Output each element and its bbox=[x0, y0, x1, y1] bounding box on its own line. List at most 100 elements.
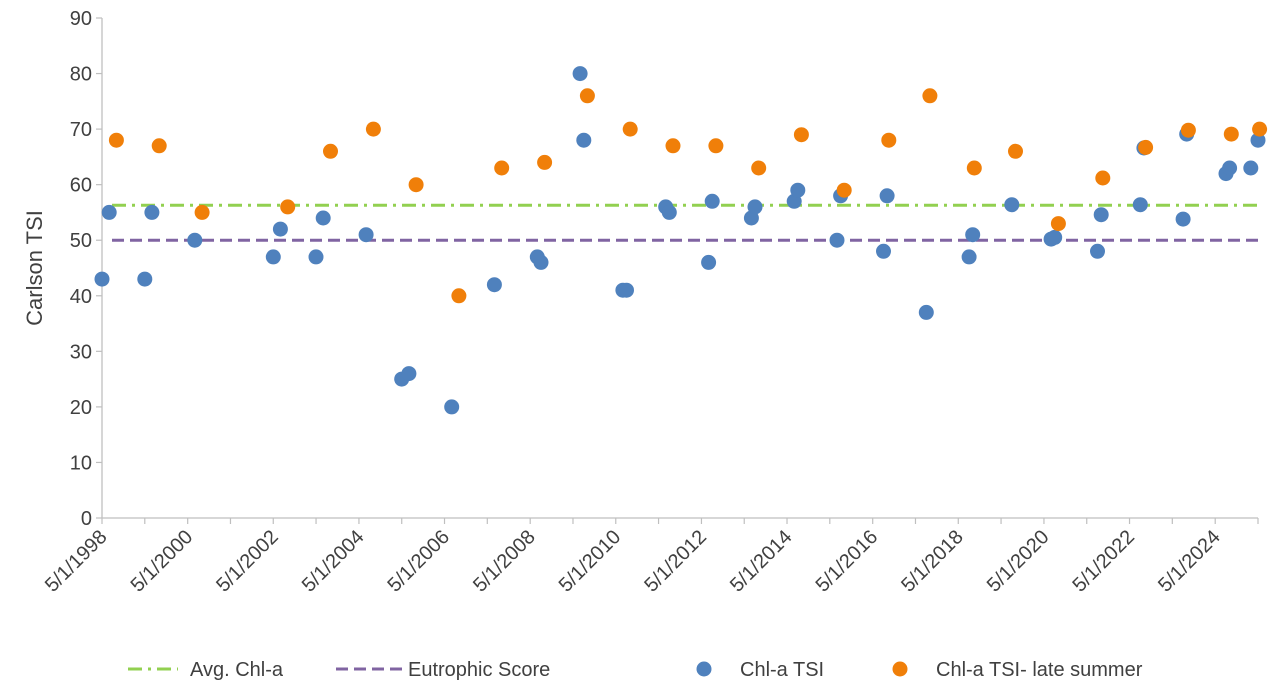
data-point bbox=[961, 249, 977, 265]
y-tick-label: 40 bbox=[70, 286, 92, 308]
data-point bbox=[1250, 132, 1266, 148]
data-point bbox=[1047, 229, 1063, 245]
y-tick-label: 90 bbox=[70, 8, 92, 30]
data-point bbox=[323, 143, 338, 159]
data-point bbox=[144, 204, 160, 220]
data-point bbox=[1180, 122, 1196, 138]
data-point bbox=[272, 221, 288, 237]
data-point bbox=[661, 204, 677, 220]
data-point bbox=[408, 177, 424, 193]
data-point bbox=[747, 199, 763, 215]
series-chl-a-tsi-late-summer bbox=[108, 88, 1268, 304]
data-point bbox=[537, 154, 553, 170]
x-tick-label: 5/1/2018 bbox=[897, 526, 968, 597]
axes bbox=[101, 18, 1258, 519]
y-tick-label: 60 bbox=[70, 175, 92, 197]
data-point bbox=[101, 204, 117, 220]
data-point bbox=[966, 160, 982, 176]
data-point bbox=[665, 138, 681, 154]
data-point bbox=[922, 88, 938, 104]
data-point bbox=[965, 227, 981, 243]
data-point bbox=[94, 271, 110, 287]
x-tick-label: 5/1/2024 bbox=[1154, 526, 1225, 597]
y-tick-label: 20 bbox=[70, 397, 92, 419]
x-tick-label: 5/1/2014 bbox=[726, 526, 797, 597]
data-point bbox=[315, 210, 331, 226]
x-tick-label: 5/1/2012 bbox=[640, 526, 711, 597]
x-tick-label: 5/1/1998 bbox=[41, 526, 112, 597]
series-chl-a-tsi bbox=[94, 66, 1266, 415]
data-point bbox=[881, 132, 897, 148]
data-point bbox=[108, 132, 124, 148]
data-point bbox=[265, 249, 281, 265]
legend-label-chl-a-tsi: Chl-a TSI bbox=[740, 659, 824, 681]
data-point bbox=[622, 121, 638, 137]
x-tick-label: 5/1/2002 bbox=[212, 526, 283, 597]
data-point bbox=[401, 366, 417, 382]
data-point bbox=[1223, 126, 1239, 142]
legend: Avg. Chl-a Eutrophic Score Chl-a TSI Chl-a … bbox=[128, 659, 1143, 681]
y-axis-title: Carlson TSI bbox=[22, 210, 47, 326]
data-point bbox=[876, 243, 891, 259]
data-point bbox=[494, 160, 510, 176]
data-point bbox=[1175, 211, 1191, 227]
x-tick-label: 5/1/2010 bbox=[555, 526, 626, 597]
y-axis-ticks: 0 10 20 30 40 50 60 70 80 90 bbox=[70, 8, 102, 530]
data-point bbox=[533, 254, 549, 270]
y-tick-label: 0 bbox=[81, 508, 92, 530]
y-tick-label: 70 bbox=[70, 119, 92, 141]
data-point bbox=[365, 121, 381, 137]
data-point bbox=[708, 138, 724, 154]
data-point bbox=[1132, 197, 1148, 213]
y-tick-label: 10 bbox=[70, 452, 92, 474]
data-point bbox=[572, 66, 588, 82]
x-tick-label: 5/1/2006 bbox=[383, 526, 454, 597]
data-point bbox=[1008, 143, 1023, 159]
data-point bbox=[1243, 160, 1259, 176]
data-point bbox=[579, 88, 595, 104]
data-point bbox=[1004, 197, 1020, 213]
data-point bbox=[1095, 170, 1111, 186]
data-point bbox=[1252, 121, 1268, 137]
data-point bbox=[836, 182, 852, 198]
y-tick-label: 80 bbox=[70, 64, 92, 86]
data-point bbox=[137, 271, 153, 287]
data-point bbox=[358, 227, 374, 243]
x-tick-label: 5/1/2004 bbox=[298, 526, 369, 597]
data-point bbox=[751, 160, 767, 176]
data-point bbox=[879, 188, 895, 204]
data-point bbox=[187, 232, 203, 248]
legend-marker-chl-a-tsi-late-summer bbox=[892, 661, 908, 677]
data-point bbox=[701, 254, 717, 270]
y-tick-label: 30 bbox=[70, 341, 92, 363]
data-point bbox=[1050, 216, 1066, 232]
legend-label-eutrophic-score: Eutrophic Score bbox=[408, 659, 550, 681]
x-axis-ticks: 5/1/1998 5/1/2000 5/1/2002 5/1/2004 5/1/2006… bbox=[41, 518, 1259, 597]
data-point bbox=[444, 399, 460, 415]
data-point bbox=[308, 249, 324, 265]
reference-lines bbox=[112, 203, 1258, 242]
data-point bbox=[619, 282, 634, 298]
legend-marker-chl-a-tsi bbox=[696, 661, 712, 677]
x-tick-label: 5/1/2008 bbox=[469, 526, 540, 597]
x-tick-label: 5/1/2016 bbox=[812, 526, 883, 597]
x-tick-label: 5/1/2022 bbox=[1068, 526, 1139, 597]
data-point bbox=[576, 132, 592, 148]
data-point bbox=[829, 232, 845, 248]
data-point bbox=[1090, 243, 1105, 259]
data-point bbox=[280, 199, 296, 215]
legend-label-avg-chl-a: Avg. Chl-a bbox=[190, 659, 284, 681]
data-point bbox=[1138, 139, 1154, 155]
data-point bbox=[1093, 207, 1109, 223]
data-point bbox=[918, 304, 934, 320]
data-point bbox=[151, 138, 167, 154]
y-tick-label: 50 bbox=[70, 230, 92, 252]
data-point bbox=[793, 127, 809, 143]
x-tick-label: 5/1/2000 bbox=[127, 526, 198, 597]
legend-label-chl-a-tsi-late-summer: Chl-a TSI- late summer bbox=[936, 659, 1143, 681]
x-tick-label: 5/1/2020 bbox=[983, 526, 1054, 597]
data-point bbox=[451, 288, 467, 304]
data-points bbox=[94, 66, 1268, 415]
